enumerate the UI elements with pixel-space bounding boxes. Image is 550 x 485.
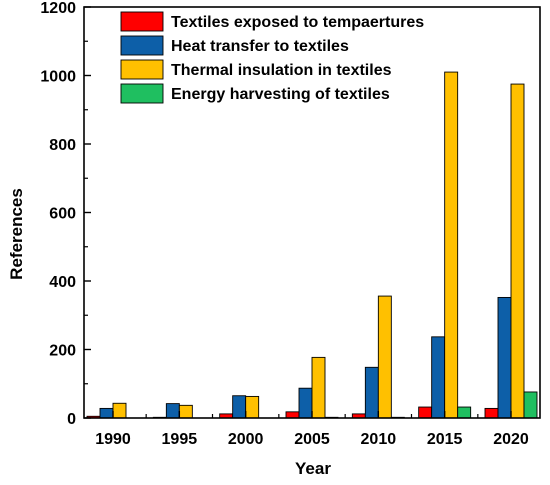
- x-tick-label: 2020: [493, 431, 529, 448]
- y-tick-label: 1000: [40, 69, 76, 86]
- legend-label: Textiles exposed to tempaertures: [171, 14, 424, 31]
- bar: [523, 391, 538, 419]
- bar: [245, 395, 260, 419]
- bar: [298, 387, 313, 419]
- x-axis-title: Year: [295, 459, 331, 478]
- bar: [444, 71, 459, 419]
- y-tick-label: 800: [49, 137, 76, 154]
- legend-label: Energy harvesting of textiles: [171, 86, 390, 103]
- x-tick-label: 2010: [361, 431, 397, 448]
- bar: [99, 407, 114, 419]
- legend-label: Heat transfer to textiles: [171, 38, 349, 55]
- bar: [311, 356, 326, 419]
- y-tick-label: 0: [67, 411, 76, 428]
- legend-swatch: [120, 11, 164, 32]
- bar: [457, 406, 472, 419]
- legend-swatch: [120, 35, 164, 56]
- y-tick-label: 400: [49, 274, 76, 291]
- legend-swatch: [120, 59, 164, 80]
- x-tick-label: 2000: [228, 431, 264, 448]
- x-tick-label: 2015: [427, 431, 463, 448]
- x-tick-label: 2005: [294, 431, 330, 448]
- bar: [165, 403, 180, 419]
- legend: Textiles exposed to tempaertures Heat tra…: [120, 11, 424, 104]
- bar: [178, 404, 193, 419]
- bar: [364, 366, 379, 419]
- bar: [377, 295, 392, 419]
- bars-layer: [86, 71, 538, 419]
- bar: [484, 407, 499, 419]
- x-tick-label: 1990: [95, 431, 131, 448]
- bar: [112, 402, 127, 419]
- bar: [510, 83, 525, 419]
- y-axis-title: References: [7, 188, 26, 280]
- x-tick-label: 1995: [162, 431, 198, 448]
- bar: [232, 395, 247, 419]
- bar: [431, 336, 446, 419]
- bar: [285, 411, 300, 419]
- legend-swatch: [120, 83, 164, 104]
- legend-label: Thermal insulation in textiles: [171, 62, 392, 79]
- bar: [418, 406, 433, 419]
- axes-layer: 0 200 400 600 800 1000 1200 1990 1995 2000 2005 201…: [40, 0, 541, 448]
- y-tick-label: 600: [49, 206, 76, 223]
- y-tick-label: 200: [49, 343, 76, 360]
- y-tick-label: 1200: [40, 0, 76, 17]
- bar: [497, 296, 512, 419]
